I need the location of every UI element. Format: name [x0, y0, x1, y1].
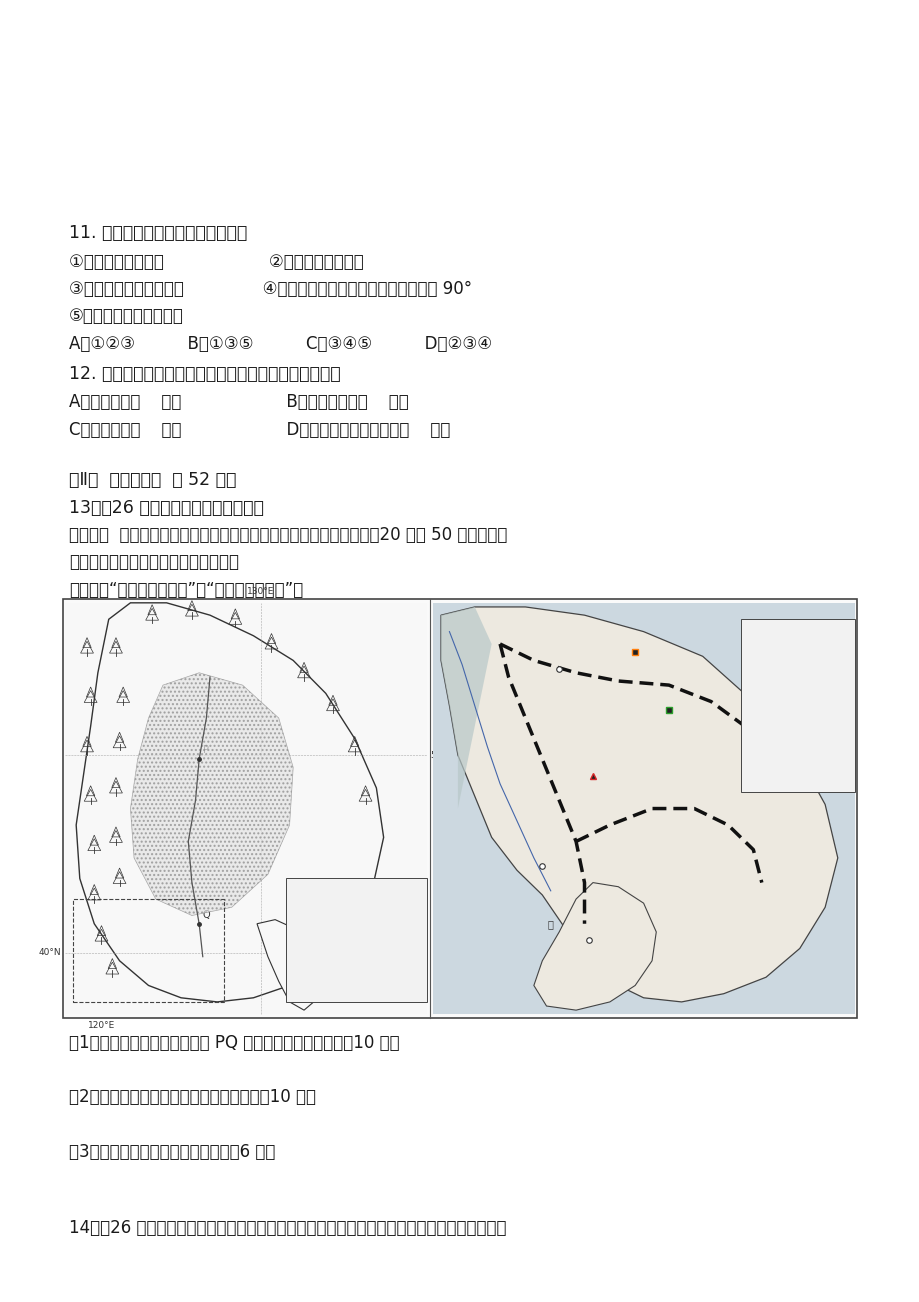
Bar — [740, 620, 854, 792]
Polygon shape — [256, 919, 318, 1010]
Text: 13．（26 分）阅读材料，回答问题。: 13．（26 分）阅读材料，回答问题。 — [69, 499, 264, 517]
Text: A．①②③          B．①③⑤          C．③④⑤          D．②③④: A．①②③ B．①③⑤ C．③④⑤ D．②③④ — [69, 335, 492, 353]
Polygon shape — [440, 607, 837, 1003]
Text: 40°N: 40°N — [39, 948, 62, 957]
Text: Q: Q — [202, 910, 210, 919]
Bar — [62, 599, 857, 1018]
Text: 120°E: 120°E — [88, 1021, 115, 1030]
Text: ▲ 山地: ▲ 山地 — [293, 891, 313, 900]
Text: 江: 江 — [535, 845, 540, 854]
Polygon shape — [533, 883, 655, 1010]
Text: 130°E: 130°E — [246, 587, 274, 596]
Text: 黄  海: 黄 海 — [716, 966, 739, 979]
Text: 〜 河流: 〜 河流 — [293, 919, 312, 928]
Text: ● 城市: ● 城市 — [293, 976, 314, 986]
Text: A．温带草原带    夏季                    B．温带季风气候    夏季: A．温带草原带 夏季 B．温带季风气候 夏季 — [69, 393, 408, 411]
Polygon shape — [76, 603, 383, 1003]
Text: 材料二：“东北平原地形图”和“辽中南地区简图”。: 材料二：“东北平原地形图”和“辽中南地区简图”。 — [69, 581, 303, 599]
Bar — [73, 900, 224, 1003]
Text: 11. 下列关于该图的说法，正确的是: 11. 下列关于该图的说法，正确的是 — [69, 224, 247, 242]
Text: ①该地区位于北半球                    ②该地区位于南半球: ①该地区位于北半球 ②该地区位于南半球 — [69, 253, 363, 271]
Text: （1）与长江中下游比较，简述 PQ 河段不同的水文特征。（10 分）: （1）与长江中下游比较，简述 PQ 河段不同的水文特征。（10 分） — [69, 1034, 399, 1052]
Text: ⑤图中地势东北高西南低: ⑤图中地势东北高西南低 — [69, 307, 184, 326]
Text: 东: 东 — [547, 919, 553, 928]
Text: 抚顺: 抚顺 — [643, 647, 655, 658]
Text: 本溪: 本溪 — [677, 704, 689, 715]
Text: ━ 铁路: ━ 铁路 — [748, 755, 767, 764]
Text: 河: 河 — [501, 771, 506, 781]
Text: ▲ 铁: ▲ 铁 — [748, 643, 764, 652]
Text: ≡ 湖泽: ≡ 湖泽 — [293, 948, 314, 957]
Bar — [286, 879, 426, 1003]
Text: ③图中河流流向东南方向               ④该地区正午太阳高度在一年中都小于 90°: ③图中河流流向东南方向 ④该地区正午太阳高度在一年中都小于 90° — [69, 280, 471, 298]
Text: （3）简析大连港终年不冻的原因。（6 分）: （3）简析大连港终年不冻的原因。（6 分） — [69, 1143, 275, 1161]
Text: 辽: 辽 — [459, 639, 464, 648]
Polygon shape — [130, 673, 293, 915]
Text: 大连: 大连 — [597, 935, 609, 945]
Text: 沈阳: 沈阳 — [568, 664, 580, 673]
Text: ⚓ 港口: ⚓ 港口 — [748, 717, 770, 727]
Text: 12. 该地区所属气候类型（或自然带）和季节最有可能是: 12. 该地区所属气候类型（或自然带）和季节最有可能是 — [69, 365, 340, 383]
Text: 50°N: 50°N — [430, 750, 453, 759]
Text: P: P — [202, 745, 209, 755]
Bar — [65, 603, 426, 1014]
Text: ■ 煮: ■ 煮 — [748, 681, 765, 690]
Text: 第Ⅱ卷  （非选择题  共 52 分）: 第Ⅱ卷 （非选择题 共 52 分） — [69, 471, 236, 490]
Text: 营口: 营口 — [550, 861, 562, 871]
Text: 材料一：  很多传统工业区是在丰富的煮、铁资源基础上发展起来的。20 世纪 50 年代，辽中: 材料一： 很多传统工业区是在丰富的煮、铁资源基础上发展起来的。20 世纪 50 … — [69, 526, 506, 544]
Text: 南工业区已成为我国重要的工业基地。: 南工业区已成为我国重要的工业基地。 — [69, 553, 239, 572]
Bar — [432, 603, 854, 1014]
Text: （2）简述鞍山钓鐵工业发展的有利条件。（10 分）: （2）简述鞍山钓鐵工业发展的有利条件。（10 分） — [69, 1088, 315, 1107]
Text: 14．（26 分）古代阿拉伯人把今突尼斯、阿尔及利亚和摩洛哥所在地区统称为马格里布地区。: 14．（26 分）古代阿拉伯人把今突尼斯、阿尔及利亚和摩洛哥所在地区统称为马格里… — [69, 1219, 506, 1237]
Text: C．热带草原带    冬季                    D．亚热带季风性湿润气候    冬季: C．热带草原带 冬季 D．亚热带季风性湿润气候 冬季 — [69, 421, 450, 439]
Polygon shape — [440, 607, 491, 809]
Text: 鞍山: 鞍山 — [602, 771, 613, 781]
